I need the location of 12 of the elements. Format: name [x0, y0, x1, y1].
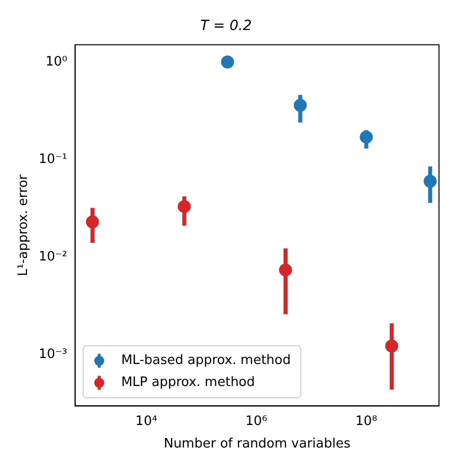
- y-tick-label: 10⁻²: [38, 250, 68, 265]
- x-tick-label: 10⁴: [135, 414, 158, 429]
- x-tick-label: 10⁸: [355, 414, 378, 429]
- y-tick-label: 10⁻¹: [38, 152, 68, 167]
- x-tick-label: 10⁶: [245, 414, 268, 429]
- legend-label: ML-based approx. method: [121, 353, 291, 368]
- chart-title: T = 0.2: [200, 18, 252, 34]
- y-tick-label: 10⁰: [45, 54, 68, 70]
- x-axis-title: Number of random variables: [164, 436, 351, 452]
- legend-label: MLP approx. method: [121, 375, 255, 390]
- y-axis-title: L¹-approx. error: [16, 174, 32, 276]
- y-tick-label: 10⁻³: [38, 347, 68, 362]
